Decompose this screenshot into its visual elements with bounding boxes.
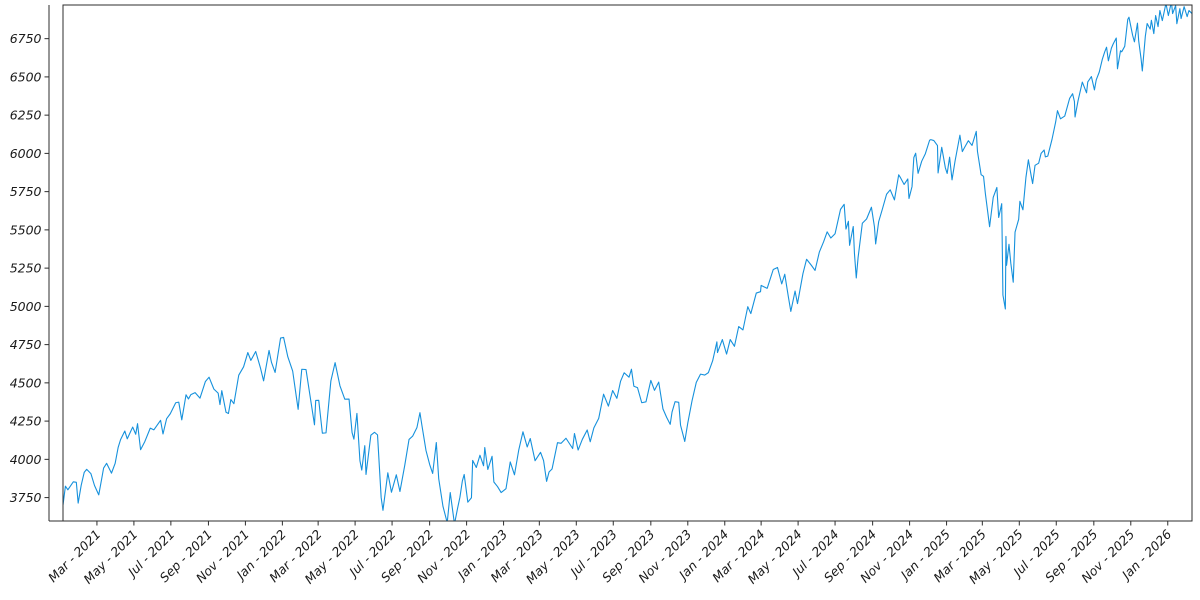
y-tick-label: 5250 [10,261,42,276]
y-tick-label: 3750 [10,490,42,505]
y-tick-label: 6750 [10,31,42,46]
y-tick-label: 5500 [10,222,42,237]
y-tick-label: 6250 [10,108,42,123]
y-tick-label: 6000 [10,146,42,161]
index-price-line [63,5,1192,521]
y-tick-label: 4500 [10,375,42,390]
y-tick-label: 4750 [10,337,42,352]
plot-border [62,4,1193,522]
price-line-series [63,5,1192,521]
y-tick-label: 6500 [10,69,42,84]
plot-box [62,4,1193,522]
y-tick-label: 4000 [10,452,42,467]
axes: 3750 4000 4250 4500 4750 5000 5250 5500 5750 6000… [10,5,1174,587]
y-tick-label: 5750 [10,184,42,199]
y-tick-label: 4250 [10,414,42,429]
y-tick-label: 5000 [10,299,42,314]
